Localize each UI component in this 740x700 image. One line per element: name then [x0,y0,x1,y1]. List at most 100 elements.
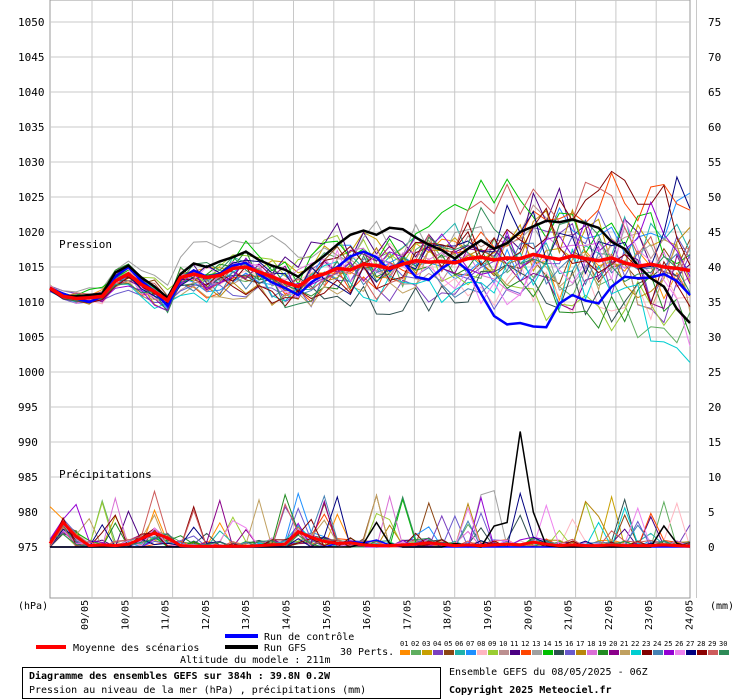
left-tick-label: 1035 [18,121,45,134]
x-tick-label: 09/05 [80,600,91,630]
left-tick-label: 1040 [18,86,45,99]
pert-color-swatch [466,650,476,655]
ensemble-run-label: Ensemble GEFS du 08/05/2025 - 06Z [449,667,648,678]
pert-number-label: 24 [653,640,661,648]
x-tick-label: 10/05 [120,600,131,630]
x-tick-label: 15/05 [322,600,333,630]
x-tick-label: 20/05 [523,600,534,630]
pert-color-swatch [499,650,509,655]
left-tick-label: 1030 [18,156,45,169]
precip-panel-label: Précipitations [59,468,152,481]
pert-color-swatch [554,650,564,655]
pert-color-swatch [675,650,685,655]
main-series [48,218,691,548]
pert-number-label: 26 [675,640,683,648]
left-tick-label: 1015 [18,261,45,274]
pert-number-label: 09 [488,640,496,648]
pert-number-label: 02 [411,640,419,648]
pert-color-swatch [686,650,696,655]
left-tick-label: 985 [18,471,38,484]
left-tick-label: 990 [18,436,38,449]
pert-number-label: 29 [708,640,716,648]
left-tick-label: 1010 [18,296,45,309]
right-tick-label: 5 [708,506,715,519]
right-unit-label: (mm) [710,601,734,612]
pert-number-label: 21 [620,640,628,648]
pert-number-label: 28 [697,640,705,648]
pert-color-swatch [631,650,641,655]
x-tick-label: 12/05 [201,600,212,630]
pert-number-label: 08 [477,640,485,648]
right-tick-label: 35 [708,296,721,309]
right-tick-label: 40 [708,261,721,274]
left-tick-label: 995 [18,401,38,414]
left-tick-label: 975 [18,541,38,554]
plot-frame [49,0,691,599]
pert-color-swatch [642,650,652,655]
x-tick-label: 21/05 [564,600,575,630]
pert-color-swatch [488,650,498,655]
pert-number-label: 20 [609,640,617,648]
pert-color-swatch [444,650,454,655]
left-tick-label: 1025 [18,191,45,204]
pert-color-swatch [697,650,707,655]
pert-number-label: 17 [576,640,584,648]
footer-title: Diagramme des ensembles GEFS sur 384h : … [29,671,331,682]
pert-number-label: 05 [444,640,452,648]
right-tick-label: 55 [708,156,721,169]
left-tick-label: 1050 [18,16,45,29]
pert-number-label: 10 [499,640,507,648]
left-axis: 975 980 985 990 995 1000 1005 1010 1015 1020 1025 1… [18,16,45,554]
pert-color-swatch [477,650,487,655]
pert-color-swatch [653,650,663,655]
x-axis: 09/05 10/05 11/05 12/05 13/05 14/05 15/05 16/05… [80,600,696,630]
x-tick-label: 17/05 [402,600,413,630]
pert-number-label: 04 [433,640,441,648]
pert-number-label: 14 [543,640,551,648]
pert-number-label: 13 [532,640,540,648]
pert-color-swatch [565,650,575,655]
pert-number-label: 11 [510,640,518,648]
legend: Moyenne des scénarios Run de contrôle Ru… [36,631,729,666]
pert-color-swatch [587,650,597,655]
pert-number-label: 06 [455,640,463,648]
perturbation-legend: 01 02 03 04 05 06 07 08 09 10 11 12 13 14 15 16 17 18 19 20… [400,640,729,655]
legend-perts-label: 30 Perts. [340,647,394,658]
right-tick-label: 0 [708,541,715,554]
pert-number-label: 25 [664,640,672,648]
x-tick-label: 13/05 [241,600,252,630]
pert-pressure-line-20 [49,243,691,312]
pert-number-label: 23 [642,640,650,648]
right-tick-label: 10 [708,471,721,484]
pert-color-swatch [708,650,718,655]
pert-number-label: 22 [631,640,639,648]
pert-color-swatch [400,650,410,655]
x-tick-label: 23/05 [644,600,655,630]
pert-color-swatch [576,650,586,655]
pert-number-label: 03 [422,640,430,648]
right-tick-label: 25 [708,366,721,379]
pert-pressure-line-29 [49,181,691,301]
pressure-line-run-gfs [49,218,691,324]
pert-number-label: 18 [587,640,595,648]
altitude-label: Altitude du modele : 211m [180,655,331,666]
pert-color-swatch [532,650,542,655]
copyright-label: Copyright 2025 Meteociel.fr [449,685,612,696]
pressure-line-moyenne-des-sc-narios [49,252,691,304]
pressure-panel-label: Pression [59,238,112,251]
left-unit-label: (hPa) [18,601,48,612]
pert-pressure-line-13 [49,220,691,293]
pert-pressure-line-22 [49,248,691,363]
pert-color-swatch [433,650,443,655]
footer-title-box: Diagramme des ensembles GEFS sur 384h : … [22,667,441,699]
legend-gfs-label: Run GFS [264,643,306,654]
perturbation-series [49,170,691,549]
pert-color-swatch [411,650,421,655]
pert-number-label: 30 [719,640,727,648]
pert-color-swatch [455,650,465,655]
right-tick-label: 60 [708,121,721,134]
footer-subtitle: Pression au niveau de la mer (hPa) , pré… [29,685,367,696]
pert-color-swatch [422,650,432,655]
precip-line-run-gfs [50,431,691,548]
